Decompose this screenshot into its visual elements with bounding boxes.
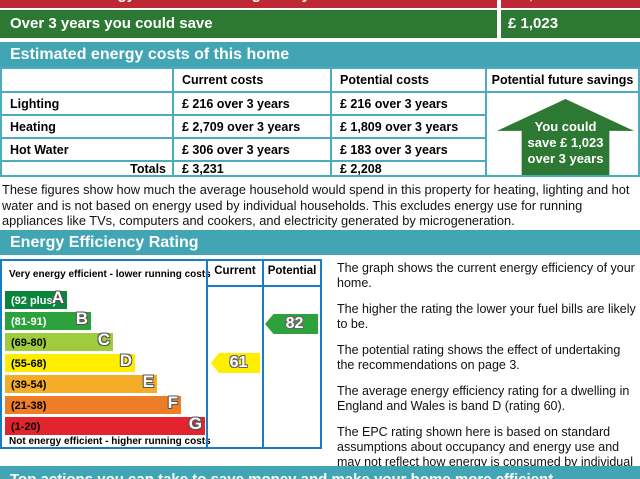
savings-row: Over 3 years you could save £ 1,023 (0, 10, 640, 38)
energy-costs-table: Current costs Potential costs Potential … (0, 67, 640, 177)
chart-description-paragraph: The graph shows the current energy effic… (337, 261, 635, 290)
chart-header-divider (206, 285, 320, 287)
section-header-estimated-costs: Estimated energy costs of this home (0, 42, 640, 67)
band-b: (81-91) B (5, 310, 91, 330)
table-cell-current: £ 2,709 over 3 years (174, 116, 332, 139)
current-rating-value: 61 (229, 354, 248, 371)
table-cell-potential: £ 216 over 3 years (332, 93, 487, 116)
table-cell-current: £ 306 over 3 years (174, 139, 332, 162)
band-g: (1-20) G (5, 415, 205, 435)
chart-top-caption: Very energy efficient - lower running co… (9, 269, 211, 280)
row-divider (497, 10, 501, 38)
band-e: (39-54) E (5, 373, 157, 393)
energy-efficiency-chart: Very energy efficient - lower running co… (0, 259, 322, 449)
chart-column-header-current: Current (214, 265, 256, 277)
savings-house-arrow-icon: You could save £ 1,023 over 3 years (497, 99, 634, 175)
table-header-potential-costs: Potential costs (332, 69, 487, 93)
table-cell-potential: £ 1,809 over 3 years (332, 116, 487, 139)
row-divider (497, 0, 501, 8)
band-f: (21-38) F (5, 394, 181, 414)
table-header-blank (2, 69, 174, 93)
potential-rating-value: 82 (285, 315, 304, 332)
table-row-label: Hot Water (2, 139, 174, 162)
current-rating-arrow-icon: 61 (211, 353, 260, 373)
chart-description-paragraph: The higher the rating the lower your fue… (337, 302, 636, 331)
chart-description-paragraph: The potential rating shows the effect of… (337, 343, 621, 372)
band-a: (92 plus) A (5, 289, 67, 309)
section-header-energy-efficiency: Energy Efficiency Rating (0, 230, 640, 255)
chart-column-divider (262, 261, 264, 447)
band-d: (55-68) D (5, 352, 135, 372)
savings-row-label: Over 3 years you could save (10, 15, 213, 32)
table-row-label: Lighting (2, 93, 174, 116)
estimated-costs-row: Estimated energy costs of dwelling for 3… (0, 0, 640, 8)
estimated-costs-value: £ 3,231 (508, 0, 558, 3)
chart-column-header-potential: Potential (267, 265, 317, 277)
chart-column-divider (206, 261, 208, 447)
estimated-costs-label: Estimated energy costs of dwelling for 3… (10, 0, 341, 3)
section-header-top-actions: Top actions you can take to save money a… (0, 466, 640, 479)
band-c: (69-80) C (5, 331, 113, 351)
potential-rating-arrow-icon: 82 (265, 314, 318, 334)
table-totals-current: £ 3,231 (174, 162, 332, 176)
future-savings-cell: You could save £ 1,023 over 3 years (487, 93, 638, 176)
table-header-current-costs: Current costs (174, 69, 332, 93)
costs-explanation-paragraph: These figures show how much the average … (2, 182, 630, 228)
savings-callout-text: You could save £ 1,023 over 3 years (527, 118, 604, 166)
savings-row-value: £ 1,023 (508, 15, 559, 32)
chart-bottom-caption: Not energy efficient - higher running co… (9, 436, 211, 447)
chart-description: The graph shows the current energy effic… (337, 261, 638, 479)
table-row-label: Heating (2, 116, 174, 139)
table-totals-label: Totals (2, 162, 174, 176)
chart-description-paragraph: The average energy efficiency rating for… (337, 384, 630, 413)
table-cell-current: £ 216 over 3 years (174, 93, 332, 116)
table-totals-potential: £ 2,208 (332, 162, 487, 176)
table-cell-potential: £ 183 over 3 years (332, 139, 487, 162)
table-header-future-savings: Potential future savings (487, 69, 638, 93)
